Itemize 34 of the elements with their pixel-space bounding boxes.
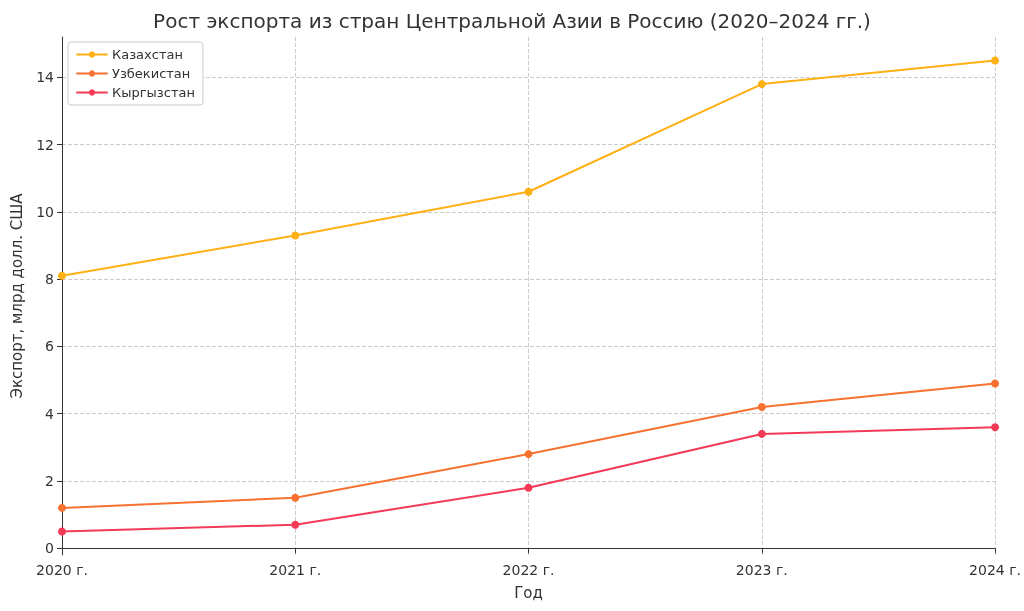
point: [524, 187, 533, 196]
point: [757, 403, 766, 411]
x-tick-label: 2024 г.: [969, 562, 1021, 578]
point: [58, 527, 66, 536]
point: [991, 56, 1000, 65]
point: [291, 231, 300, 240]
legend-label: Узбекистан: [112, 66, 191, 81]
y-tick-label: 12: [36, 136, 54, 153]
y-tick-label: 14: [36, 69, 55, 86]
legend-label: Казахстан: [112, 47, 183, 62]
point: [524, 450, 533, 459]
point: [757, 429, 766, 438]
point: [291, 493, 300, 502]
point: [58, 271, 66, 280]
y-tick-label: 6: [45, 338, 55, 355]
y-tick-label: 2: [45, 473, 54, 489]
x-tick-label: 2021 г.: [269, 562, 322, 578]
point: [991, 379, 1000, 388]
point: [757, 80, 766, 89]
legend-label: Кыргызстан: [112, 85, 195, 100]
y-tick-label: 8: [45, 271, 54, 288]
point: [991, 423, 1000, 432]
y-tick-label: 0: [45, 540, 54, 557]
point: [524, 483, 533, 492]
chart-title: Рост экспорта из стран Центральной Азии в Россию (2020–2024 гг.): [153, 9, 871, 33]
x-tick-label: 2023 г.: [735, 562, 788, 578]
y-tick-label: 10: [36, 203, 54, 220]
y-axis-title: Экспорт, млрд долл. США: [7, 192, 26, 399]
point: [58, 503, 66, 512]
x-tick-label: 2020 г.: [36, 562, 88, 578]
x-tick-label: 2022 г.: [502, 562, 555, 578]
y-tick-label: 4: [45, 405, 55, 422]
x-axis-title: Год: [514, 583, 543, 602]
point: [291, 520, 300, 529]
